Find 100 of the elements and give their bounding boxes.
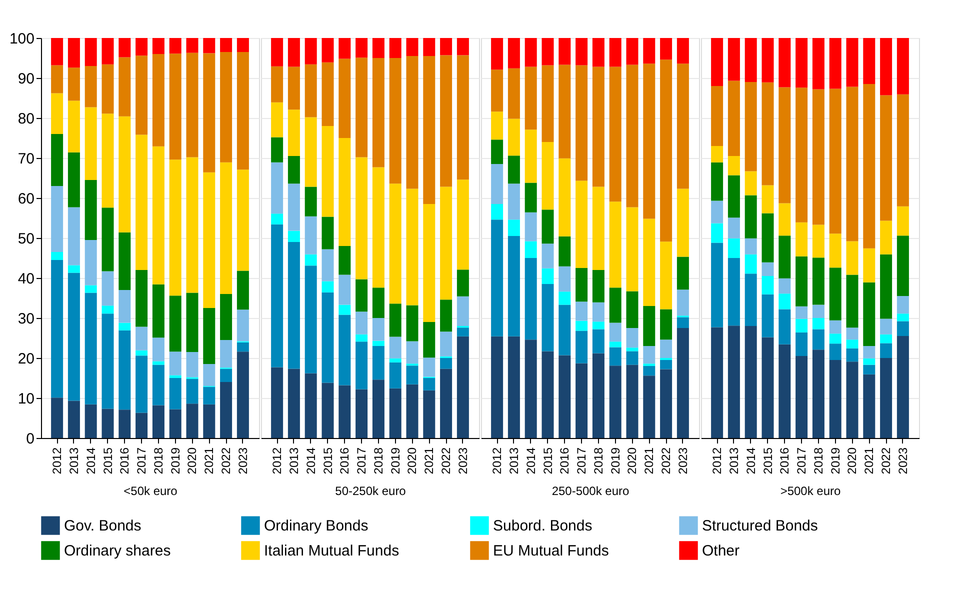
bar (338, 246, 351, 275)
y-tick-label: 70 (18, 150, 34, 168)
bar (558, 236, 571, 266)
bar (136, 134, 148, 270)
bar (812, 318, 824, 330)
bar (440, 358, 452, 369)
bar (152, 284, 164, 338)
bar (626, 364, 638, 438)
bar (829, 344, 842, 360)
bar (118, 116, 131, 232)
bar (829, 334, 842, 344)
bar (186, 38, 198, 53)
bar (186, 292, 198, 352)
bar (372, 380, 384, 438)
bar (51, 65, 64, 94)
bar (896, 336, 909, 438)
bar (322, 249, 334, 282)
bar (423, 390, 436, 438)
bar (592, 302, 604, 322)
y-tick-label: 30 (18, 310, 34, 328)
bar (576, 363, 588, 438)
bar (558, 292, 571, 305)
x-tick-label: 2014 (84, 447, 98, 474)
bar (508, 336, 520, 438)
bar (338, 38, 351, 59)
bar (609, 66, 622, 202)
bar (84, 66, 97, 108)
bar (576, 180, 588, 268)
bar (676, 188, 689, 257)
bar (84, 285, 97, 293)
bar (271, 102, 284, 138)
bar (68, 68, 80, 101)
bar (288, 184, 300, 231)
bar (829, 88, 842, 234)
x-tick-label: 2023 (236, 447, 250, 474)
x-tick-label: 2020 (625, 447, 640, 474)
y-tick-label: 80 (18, 110, 34, 128)
bar (542, 210, 554, 244)
bar (356, 334, 368, 342)
bar (440, 300, 452, 332)
bar (304, 254, 317, 266)
bar (863, 358, 876, 365)
bar (728, 38, 740, 81)
bar (271, 66, 284, 102)
bar (744, 274, 757, 326)
bar (676, 328, 689, 438)
bar (136, 38, 148, 56)
bar (288, 156, 300, 184)
bar (152, 361, 164, 365)
bar (236, 342, 249, 352)
bar (356, 342, 368, 390)
bar (880, 38, 892, 96)
bar (304, 38, 317, 64)
bar (456, 55, 469, 180)
bar (322, 216, 334, 250)
bar (812, 350, 824, 438)
bar (558, 64, 571, 158)
bar (728, 80, 740, 156)
x-axis-title: <50k euro (124, 484, 178, 498)
bar (220, 38, 232, 52)
bar (102, 64, 114, 114)
bar (338, 304, 351, 315)
x-tick-label: 2022 (879, 447, 894, 474)
bar (220, 340, 232, 368)
bar (169, 352, 182, 376)
bar (643, 38, 656, 64)
bar (456, 296, 469, 326)
bar (812, 329, 824, 350)
x-tick-label: 2020 (405, 447, 420, 474)
bar (626, 64, 638, 208)
bar (68, 38, 80, 68)
bar (389, 184, 402, 304)
bar (68, 100, 80, 152)
bar (372, 340, 384, 346)
bar (68, 272, 80, 401)
bar (456, 270, 469, 296)
bar (236, 38, 249, 52)
bar (491, 38, 504, 70)
bar (829, 268, 842, 320)
bar (812, 89, 824, 225)
x-tick-label: 2021 (202, 447, 216, 474)
bar (236, 352, 249, 438)
bar (220, 382, 232, 438)
bar (372, 288, 384, 318)
bar (304, 186, 317, 216)
bar (186, 404, 198, 438)
bar (744, 195, 757, 238)
bar (508, 184, 520, 220)
bar (542, 268, 554, 284)
bar (169, 409, 182, 438)
bar (576, 302, 588, 321)
bar (152, 54, 164, 146)
bar (542, 142, 554, 210)
x-tick-label: 2017 (794, 447, 809, 474)
bar (592, 322, 604, 330)
bar (491, 204, 504, 220)
bar (491, 220, 504, 336)
bar (643, 366, 656, 376)
bar (304, 117, 317, 187)
bar (609, 322, 622, 342)
